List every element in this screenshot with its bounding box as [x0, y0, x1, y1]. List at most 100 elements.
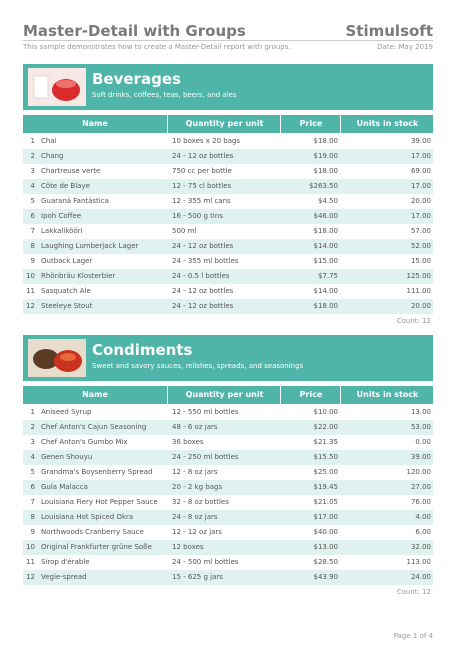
group-description: Sweet and savory sauces, relishes, sprea… [92, 362, 304, 370]
row-number: 9 [30, 528, 35, 536]
column-header-band [23, 115, 433, 133]
product-name: Guaraná Fantástica [41, 197, 109, 205]
quantity-per-unit: 24 - 12 oz bottles [172, 152, 234, 160]
units-in-stock: 69.00 [410, 167, 431, 175]
quantity-per-unit: 24 - 0.5 l bottles [172, 272, 230, 280]
price: $22.00 [313, 423, 339, 431]
report-subtitle: This sample demonstrates how to create a… [23, 43, 291, 51]
row-number: 4 [30, 182, 35, 190]
units-in-stock: 27.00 [410, 483, 431, 491]
row-number: 11 [26, 287, 35, 295]
page-number: Page 1 of 4 [393, 632, 433, 640]
table-row [23, 239, 433, 254]
product-name: Sasquatch Ale [41, 287, 91, 295]
product-name: Gula Malacca [41, 483, 88, 491]
product-name: Chang [41, 152, 64, 160]
product-name: Louisiana Hot Spiced Okra [41, 513, 134, 521]
table-row [23, 465, 433, 480]
quantity-per-unit: 24 - 355 ml bottles [172, 257, 239, 265]
price: $14.00 [313, 287, 339, 295]
price: $4.50 [317, 197, 338, 205]
price: $18.00 [313, 167, 339, 175]
price: $21.35 [313, 438, 339, 446]
quantity-per-unit: 12 - 550 ml bottles [172, 408, 239, 416]
product-name: Chartreuse verte [41, 167, 101, 175]
price: $21.05 [313, 498, 339, 506]
table-row [23, 194, 433, 209]
quantity-per-unit: 24 - 250 ml bottles [172, 453, 239, 461]
product-name: Chef Anton's Gumbo Mix [41, 438, 128, 446]
table-row [23, 480, 433, 495]
quantity-per-unit: 24 - 8 oz jars [172, 513, 218, 521]
price: $13.00 [313, 543, 339, 551]
row-number: 3 [30, 438, 35, 446]
row-number: 6 [30, 483, 35, 491]
row-number: 2 [30, 152, 35, 160]
table-row [23, 510, 433, 525]
column-header: Price [280, 386, 341, 404]
units-in-stock: 13.00 [410, 408, 431, 416]
table-row [23, 284, 433, 299]
table-row [23, 254, 433, 269]
row-number: 8 [30, 242, 35, 250]
product-name: Vegie-spread [41, 573, 87, 581]
header-rule [23, 40, 433, 41]
table-row [23, 269, 433, 284]
group-count: Count: 12 [396, 317, 431, 325]
price: $263.50 [309, 182, 338, 190]
product-name: Northwoods Cranberry Sauce [41, 528, 144, 536]
quantity-per-unit: 24 - 12 oz bottles [172, 242, 234, 250]
row-number: 12 [26, 302, 35, 310]
units-in-stock: 17.00 [410, 152, 431, 160]
row-number: 11 [26, 558, 35, 566]
row-number: 1 [30, 408, 35, 416]
row-number: 12 [26, 573, 35, 581]
row-number: 4 [30, 453, 35, 461]
column-header: Price [280, 115, 341, 133]
product-name: Ipoh Coffee [41, 212, 82, 220]
column-header: Units in stock [340, 386, 434, 404]
price: $17.00 [313, 513, 339, 521]
price: $28.50 [313, 558, 339, 566]
table-row [23, 540, 433, 555]
quantity-per-unit: 20 - 2 kg bags [172, 483, 223, 491]
quantity-per-unit: 48 - 6 oz jars [172, 423, 218, 431]
units-in-stock: 17.00 [410, 182, 431, 190]
row-number: 9 [30, 257, 35, 265]
group-description: Soft drinks, coffees, teas, beers, and a… [92, 91, 237, 99]
group-image [28, 339, 86, 377]
row-number: 5 [30, 197, 35, 205]
group-name: Beverages [92, 70, 181, 88]
quantity-per-unit: 12 - 8 oz jars [172, 468, 218, 476]
group-count: Count: 12 [396, 588, 431, 596]
product-name: Rhönbräu Klosterbier [41, 272, 116, 280]
price: $18.00 [313, 137, 339, 145]
product-name: Genen Shouyu [41, 453, 93, 461]
row-number: 5 [30, 468, 35, 476]
column-header: Quantity per unit [167, 386, 281, 404]
column-header: Quantity per unit [167, 115, 281, 133]
product-name: Côte de Blaye [41, 182, 90, 190]
group-band [23, 335, 433, 381]
units-in-stock: 53.00 [410, 423, 431, 431]
row-number: 6 [30, 212, 35, 220]
units-in-stock: 20.00 [410, 197, 431, 205]
units-in-stock: 20.00 [410, 302, 431, 310]
product-name: Original Frankfurter grüne Soße [41, 543, 152, 551]
product-name: Louisiana Fiery Hot Pepper Sauce [41, 498, 158, 506]
table-row [23, 299, 433, 314]
group-image [28, 68, 86, 106]
table-row [23, 405, 433, 420]
units-in-stock: 113.00 [406, 558, 432, 566]
units-in-stock: 76.00 [410, 498, 431, 506]
group-band [23, 64, 433, 110]
table-row [23, 450, 433, 465]
units-in-stock: 32.00 [410, 543, 431, 551]
quantity-per-unit: 15 - 625 g jars [172, 573, 223, 581]
table-row [23, 570, 433, 585]
units-in-stock: 0.00 [415, 438, 431, 446]
quantity-per-unit: 500 ml [172, 227, 197, 235]
row-number: 10 [26, 272, 35, 280]
product-name: Outback Lager [41, 257, 93, 265]
